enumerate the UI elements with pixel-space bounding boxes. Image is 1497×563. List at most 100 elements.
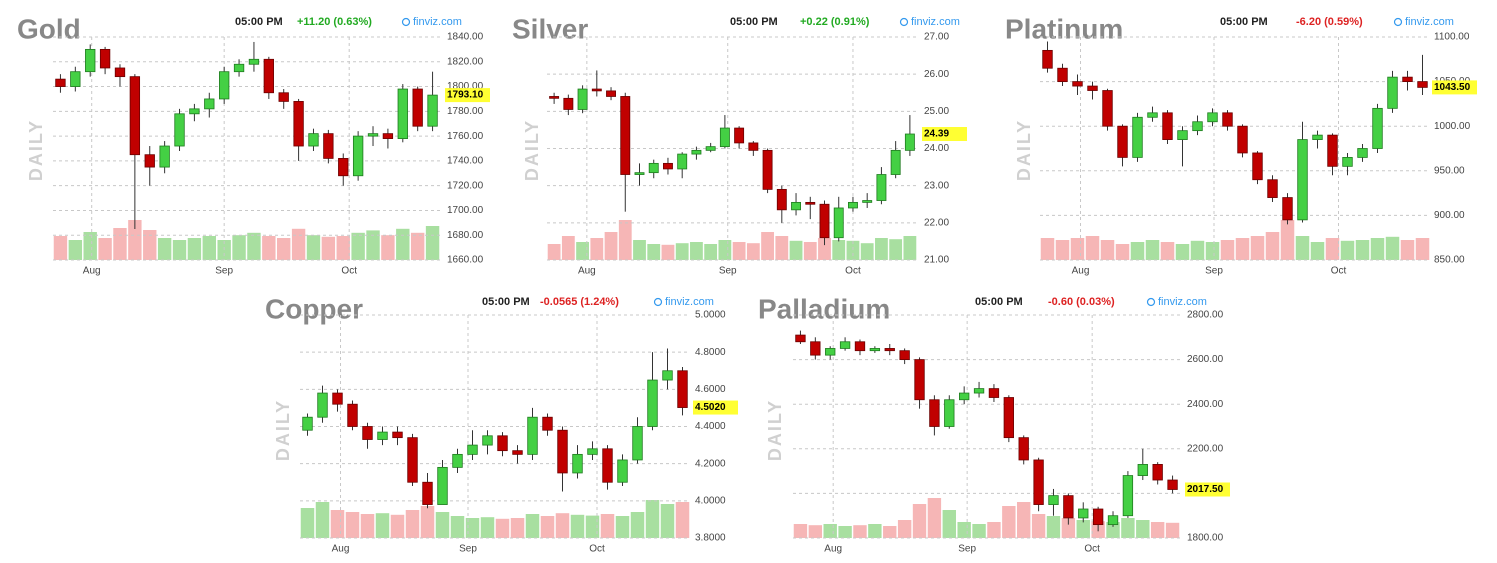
volume-bar — [291, 228, 306, 260]
volume-bar — [351, 232, 365, 260]
volume-bar — [561, 236, 575, 260]
y-tick-label: 850.00 — [1434, 255, 1465, 266]
volume-bar — [262, 236, 276, 260]
period-label: DAILY — [1014, 119, 1034, 181]
volume-bar — [1085, 236, 1100, 260]
y-tick-label: 4.4000 — [695, 421, 726, 432]
source: finviz.com — [911, 16, 960, 28]
candle-body — [988, 388, 1000, 398]
candle-body — [973, 388, 985, 394]
y-tick-label: 1720.00 — [447, 180, 484, 191]
candle-body — [527, 416, 538, 455]
time: 05:00 PM — [235, 16, 283, 28]
volume-bar — [957, 522, 971, 538]
volume-bar — [1061, 518, 1076, 538]
candle-body — [407, 437, 418, 483]
candle-body — [377, 431, 388, 440]
volume-bar — [98, 238, 112, 260]
source-icon — [401, 17, 411, 27]
volume-bar — [585, 515, 600, 538]
x-tick-label: Sep — [459, 544, 477, 555]
volume-bar — [495, 518, 510, 538]
volume-bar — [465, 518, 480, 538]
candle-body — [632, 426, 643, 461]
volume-bar — [1235, 238, 1250, 260]
candle-body — [620, 96, 631, 175]
last-value: 1043.50 — [1434, 82, 1471, 93]
volume-bar — [889, 239, 903, 260]
last-value-box — [693, 400, 738, 415]
candle-body — [748, 142, 759, 151]
volume-bar — [746, 243, 760, 260]
x-tick-label: Oct — [1084, 544, 1100, 555]
candle-body — [397, 88, 408, 139]
volume-bar — [1130, 242, 1145, 260]
candle-body — [944, 399, 955, 427]
volume-bar — [480, 517, 495, 538]
volume-bar — [590, 238, 604, 260]
volume-bar — [1325, 238, 1340, 260]
source-icon — [1393, 17, 1403, 27]
volume-bar — [330, 510, 345, 538]
volume-bar — [510, 518, 525, 538]
volume-bar — [1280, 220, 1295, 260]
candle-body — [617, 459, 628, 483]
volume-bar — [375, 513, 390, 538]
y-tick-label: 1740.00 — [447, 156, 484, 167]
last-value-box — [1185, 482, 1230, 497]
candle-body — [810, 341, 821, 356]
candle-body — [1107, 515, 1119, 526]
candle-body — [1342, 157, 1353, 167]
volume-bar — [1031, 514, 1046, 538]
candle-body — [332, 392, 343, 405]
volume-bar — [1070, 238, 1085, 260]
volume-bar — [853, 525, 867, 538]
candle-body — [1372, 107, 1383, 149]
y-tick-label: 24.00 — [924, 143, 949, 154]
volume-bar — [1310, 242, 1325, 260]
candle-body — [819, 203, 830, 239]
y-tick-label: 2600.00 — [1187, 354, 1224, 365]
candle-body — [1222, 112, 1233, 127]
volume-bar — [868, 524, 882, 538]
candle-body — [662, 370, 673, 381]
volume-bar — [645, 500, 660, 538]
y-tick-label: 4.2000 — [695, 458, 726, 469]
last-value-box — [445, 88, 490, 103]
candle-body — [602, 448, 613, 483]
volume-bar — [1175, 244, 1190, 260]
source-icon — [1146, 297, 1156, 307]
candle-body — [890, 149, 901, 175]
x-tick-label: Aug — [1072, 266, 1090, 277]
volume-bar — [661, 244, 675, 260]
volume-bar — [187, 238, 202, 260]
candle-body — [70, 71, 81, 87]
volume-bar — [390, 514, 405, 538]
volume-bar — [232, 235, 246, 260]
candle-body — [634, 172, 645, 175]
candle-body — [1018, 437, 1029, 461]
volume-bar — [1136, 520, 1150, 538]
candle-body — [1417, 81, 1428, 88]
x-tick-label: Aug — [578, 266, 596, 277]
x-tick-label: Oct — [845, 266, 861, 277]
candle-body — [869, 348, 881, 352]
volume-bar — [1145, 240, 1160, 260]
y-tick-label: 4.6000 — [695, 384, 726, 395]
last-value: 2017.50 — [1187, 484, 1224, 495]
volume-bar — [1265, 232, 1280, 260]
volume-bar — [1205, 242, 1220, 260]
volume-bar — [450, 516, 465, 538]
candle-body — [347, 403, 358, 427]
candle-body — [144, 154, 155, 168]
y-tick-label: 1780.00 — [447, 106, 484, 117]
candle-body — [719, 127, 730, 148]
candle-body — [1117, 125, 1128, 158]
x-tick-label: Sep — [215, 266, 233, 277]
candle-body — [762, 149, 773, 190]
candle-body — [1297, 139, 1308, 221]
chart-title: Silver — [512, 13, 588, 44]
candle-body — [959, 392, 970, 401]
volume-bar — [306, 235, 321, 260]
